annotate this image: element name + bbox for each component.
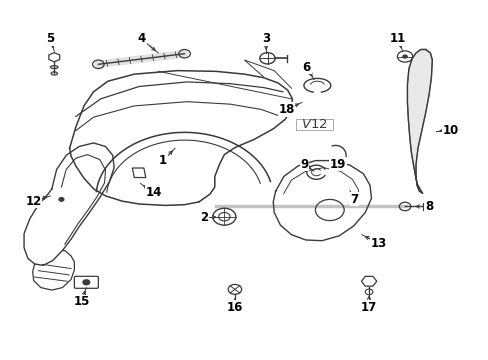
Text: $\mathit{V12}$: $\mathit{V12}$	[300, 118, 326, 131]
Ellipse shape	[50, 66, 58, 68]
Text: 5: 5	[46, 32, 55, 45]
Circle shape	[59, 198, 64, 201]
Circle shape	[212, 208, 235, 225]
Circle shape	[92, 60, 104, 68]
Text: 15: 15	[73, 295, 90, 308]
Circle shape	[179, 49, 190, 58]
Circle shape	[259, 53, 275, 64]
Circle shape	[397, 51, 412, 62]
Text: 19: 19	[329, 158, 346, 171]
Text: 7: 7	[350, 193, 358, 206]
Text: 2: 2	[199, 211, 207, 224]
Text: 16: 16	[226, 301, 243, 314]
Circle shape	[399, 202, 410, 211]
Circle shape	[401, 54, 407, 59]
Text: 6: 6	[302, 60, 310, 73]
Polygon shape	[407, 49, 431, 193]
Text: 10: 10	[442, 124, 458, 137]
Ellipse shape	[51, 72, 57, 75]
FancyBboxPatch shape	[74, 276, 98, 288]
Circle shape	[315, 199, 344, 221]
Circle shape	[83, 280, 89, 285]
Text: 18: 18	[278, 103, 294, 116]
Text: 3: 3	[262, 32, 269, 45]
Text: 17: 17	[360, 301, 376, 314]
Circle shape	[365, 289, 372, 294]
Text: 13: 13	[370, 237, 386, 250]
Text: 11: 11	[389, 32, 405, 45]
Circle shape	[228, 284, 241, 294]
Polygon shape	[132, 168, 145, 177]
Text: 8: 8	[424, 200, 432, 213]
Text: 14: 14	[145, 186, 162, 199]
Text: 4: 4	[137, 32, 145, 45]
Text: 1: 1	[159, 154, 167, 167]
Text: 12: 12	[25, 195, 41, 208]
Circle shape	[218, 212, 230, 221]
Text: 9: 9	[300, 158, 308, 171]
